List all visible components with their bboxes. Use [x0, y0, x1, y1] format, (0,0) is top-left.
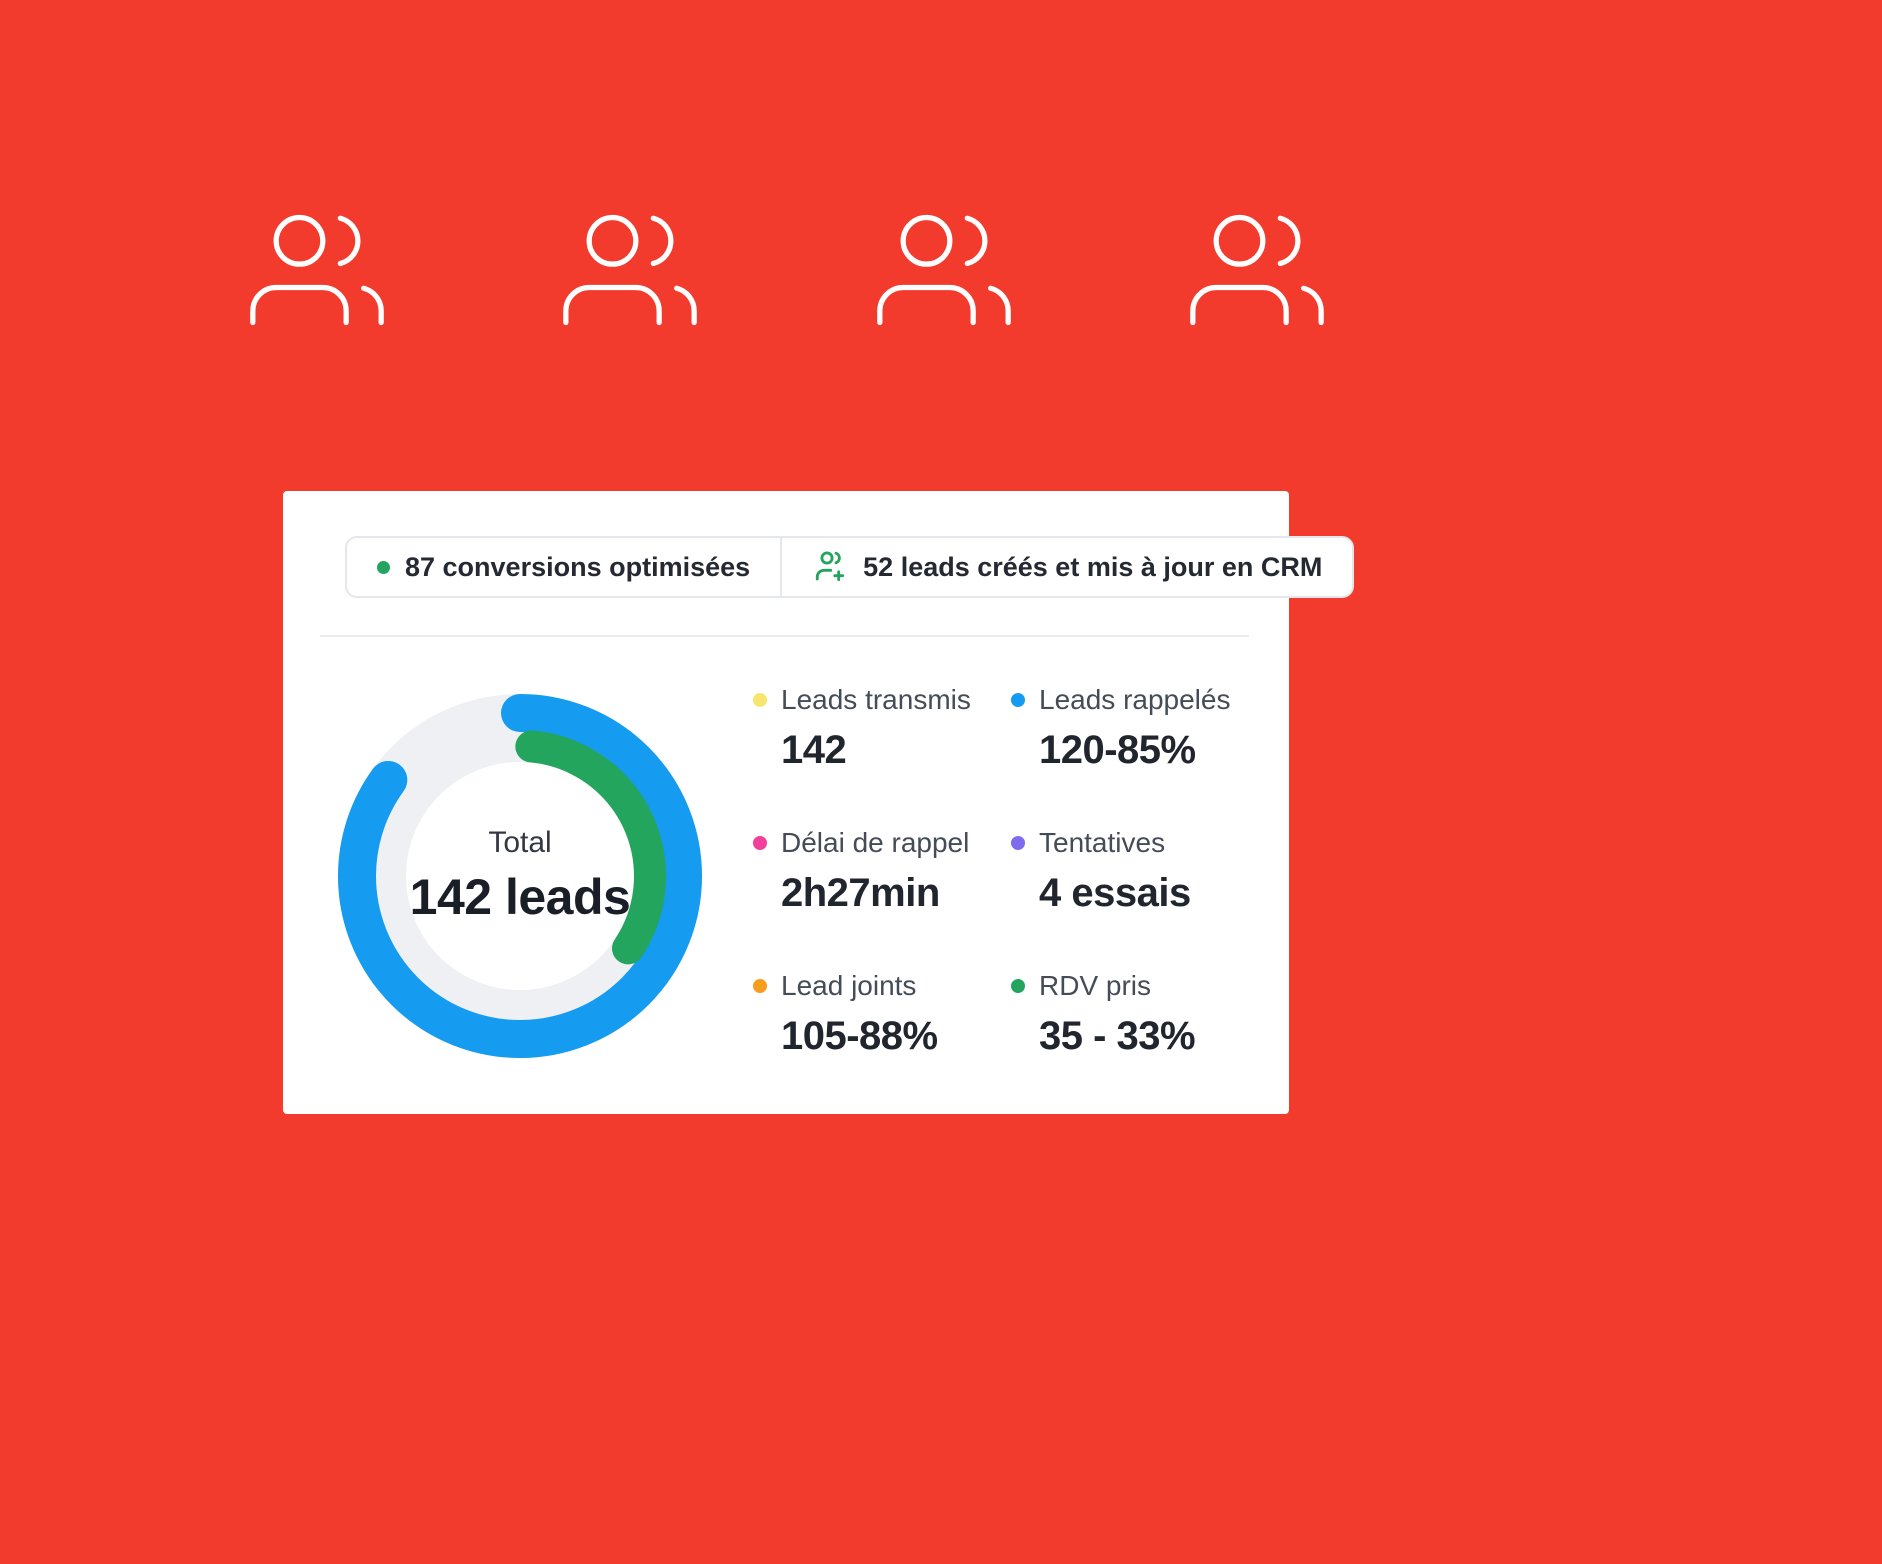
purple-dot-icon	[1011, 836, 1025, 850]
stat-label: RDV pris	[1039, 970, 1152, 1001]
stat-value: 142	[781, 728, 847, 772]
stat-lead-joints: Lead joints 105-88%	[753, 970, 1011, 1059]
green-dot-icon	[377, 560, 390, 574]
stat-label: Leads rappelés	[1039, 684, 1231, 715]
stat-value: 4 essais	[1039, 871, 1191, 915]
summary-badges: 87 conversions optimisées 52 leads créés…	[345, 536, 1355, 598]
stat-rdv-pris: RDV pris 35 - 33%	[1011, 970, 1230, 1059]
users-icon	[874, 200, 1014, 340]
blue-dot-icon	[1011, 693, 1025, 707]
hero-icons-row	[247, 200, 1327, 340]
pink-dot-icon	[753, 836, 767, 850]
donut-ring-green	[374, 730, 666, 1022]
stat-label: Lead joints	[781, 970, 917, 1001]
stats-legend: Leads transmis 142 Leads rappelés 120-85…	[753, 684, 1230, 1059]
user-plus-icon	[812, 549, 848, 585]
green-dot-icon	[1011, 979, 1025, 993]
stat-value: 2h27min	[781, 871, 940, 915]
conversions-badge: 87 conversions optimisées	[345, 536, 783, 598]
stat-delai-de-rappel: Délai de rappel 2h27min	[753, 827, 1011, 916]
crm-leads-badge: 52 leads créés et mis à jour en CRM	[780, 536, 1355, 598]
stat-label: Tentatives	[1039, 827, 1166, 858]
stat-value: 105-88%	[781, 1014, 938, 1058]
stat-label: Délai de rappel	[781, 827, 970, 858]
stat-label: Leads transmis	[781, 684, 971, 715]
donut-chart: Total 142 leads	[320, 676, 720, 1076]
card-divider	[320, 635, 1249, 637]
users-icon	[247, 200, 387, 340]
stat-leads-rappeles: Leads rappelés 120-85%	[1011, 684, 1230, 773]
stats-card: 87 conversions optimisées 52 leads créés…	[283, 491, 1355, 1114]
stat-leads-transmis: Leads transmis 142	[753, 684, 1011, 773]
stat-value: 120-85%	[1039, 728, 1196, 772]
donut-ring-blue	[338, 694, 702, 1058]
orange-dot-icon	[753, 979, 767, 993]
donut-chart-svg	[338, 694, 702, 1058]
stat-value: 35 - 33%	[1039, 1014, 1196, 1058]
users-icon	[1187, 200, 1327, 340]
conversions-badge-label: 87 conversions optimisées	[405, 551, 751, 582]
yellow-dot-icon	[753, 693, 767, 707]
crm-leads-badge-label: 52 leads créés et mis à jour en CRM	[863, 551, 1323, 582]
stat-tentatives: Tentatives 4 essais	[1011, 827, 1230, 916]
users-icon	[560, 200, 700, 340]
